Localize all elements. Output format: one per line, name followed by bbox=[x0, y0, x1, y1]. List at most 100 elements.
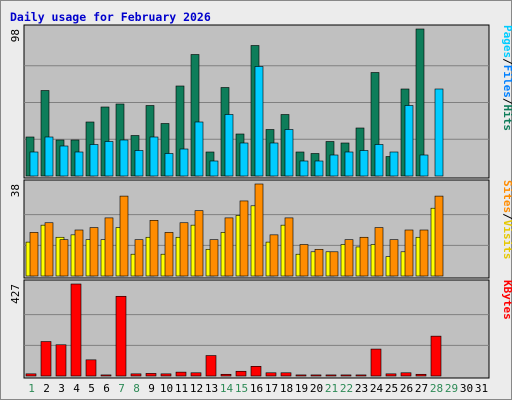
y-max-label: 98 bbox=[9, 29, 22, 42]
bar-files-day-27 bbox=[419, 154, 429, 177]
bar-sites-day-22 bbox=[344, 239, 354, 277]
bar-files-day-8 bbox=[134, 150, 144, 177]
bar-files-day-17 bbox=[269, 142, 279, 177]
bar-kbytes-day-8 bbox=[130, 373, 142, 377]
bar-kbytes-day-4 bbox=[70, 283, 82, 377]
bar-sites-day-2 bbox=[44, 222, 54, 277]
bar-kbytes-day-15 bbox=[235, 370, 247, 377]
right-series-label: Pages/Files/Hits bbox=[501, 25, 512, 131]
bar-kbytes-day-5 bbox=[85, 359, 97, 377]
bar-kbytes-day-7 bbox=[115, 295, 127, 377]
bar-files-day-23 bbox=[359, 150, 369, 177]
chart-title: Daily usage for February 2026 bbox=[10, 10, 211, 24]
bar-sites-day-21 bbox=[329, 251, 339, 277]
bar-files-day-13 bbox=[209, 160, 219, 177]
bar-sites-day-11 bbox=[179, 222, 189, 277]
x-day-label-26: 26 bbox=[400, 382, 413, 395]
bar-files-day-21 bbox=[329, 154, 339, 177]
bar-sites-day-26 bbox=[404, 229, 414, 277]
x-day-label-22: 22 bbox=[340, 382, 353, 395]
panel-kbytes: 427 KBytes bbox=[9, 279, 512, 379]
label-separator: / bbox=[501, 98, 512, 105]
bar-hits-day-27 bbox=[415, 28, 425, 177]
bar-sites-day-18 bbox=[284, 217, 294, 277]
x-day-label-18: 18 bbox=[280, 382, 293, 395]
panel-visits-sites: 38 Sites/Visits bbox=[9, 179, 512, 279]
bar-files-day-28 bbox=[434, 88, 444, 177]
bar-files-day-11 bbox=[179, 148, 189, 177]
x-day-label-31: 31 bbox=[475, 382, 488, 395]
bar-files-day-10 bbox=[164, 153, 174, 177]
bar-kbytes-day-16 bbox=[250, 366, 262, 377]
x-day-label-21: 21 bbox=[325, 382, 338, 395]
x-day-label-19: 19 bbox=[295, 382, 308, 395]
x-day-label-11: 11 bbox=[175, 382, 188, 395]
bar-files-day-3 bbox=[59, 145, 69, 177]
bar-kbytes-day-20 bbox=[310, 374, 322, 377]
bar-files-day-18 bbox=[284, 129, 294, 177]
bar-files-day-16 bbox=[254, 66, 264, 177]
bar-files-day-2 bbox=[44, 136, 54, 177]
bar-sites-day-27 bbox=[419, 229, 429, 277]
bar-files-day-7 bbox=[119, 139, 129, 177]
bar-sites-day-4 bbox=[74, 229, 84, 277]
bar-sites-day-9 bbox=[149, 220, 159, 277]
bar-sites-day-23 bbox=[359, 236, 369, 277]
x-day-label-3: 3 bbox=[58, 382, 65, 395]
x-day-label-17: 17 bbox=[265, 382, 278, 395]
bar-files-day-22 bbox=[344, 151, 354, 177]
bar-sites-day-6 bbox=[104, 217, 114, 277]
label-separator: / bbox=[501, 58, 512, 65]
x-day-label-5: 5 bbox=[88, 382, 95, 395]
y-max-label: 38 bbox=[9, 184, 22, 197]
bar-kbytes-day-2 bbox=[40, 341, 52, 377]
bar-kbytes-day-14 bbox=[220, 373, 232, 377]
bar-sites-day-28 bbox=[434, 195, 444, 277]
bar-sites-day-20 bbox=[314, 249, 324, 277]
bar-sites-day-3 bbox=[59, 239, 69, 277]
bar-kbytes-day-26 bbox=[400, 372, 412, 377]
x-day-label-4: 4 bbox=[73, 382, 80, 395]
bar-files-day-9 bbox=[149, 136, 159, 177]
x-day-label-20: 20 bbox=[310, 382, 323, 395]
bar-files-day-24 bbox=[374, 144, 384, 177]
bar-files-day-4 bbox=[74, 151, 84, 177]
bar-sites-day-16 bbox=[254, 183, 264, 277]
x-day-label-7: 7 bbox=[118, 382, 125, 395]
label-separator: / bbox=[501, 213, 512, 220]
label-kbytes: KBytes bbox=[501, 280, 512, 320]
x-day-label-6: 6 bbox=[103, 382, 110, 395]
x-day-label-23: 23 bbox=[355, 382, 368, 395]
panel-hits-files-pages: 98 Pages/Files/Hits bbox=[9, 24, 512, 179]
x-day-label-28: 28 bbox=[430, 382, 443, 395]
bar-files-day-19 bbox=[299, 160, 309, 177]
x-day-label-10: 10 bbox=[160, 382, 173, 395]
x-day-label-30: 30 bbox=[460, 382, 473, 395]
bar-files-day-20 bbox=[314, 160, 324, 177]
bar-sites-day-12 bbox=[194, 210, 204, 277]
label-pages: Pages bbox=[501, 25, 512, 58]
bar-kbytes-day-23 bbox=[355, 374, 367, 377]
bar-files-day-1 bbox=[29, 151, 39, 177]
x-day-label-12: 12 bbox=[190, 382, 203, 395]
bar-kbytes-day-10 bbox=[160, 373, 172, 377]
label-sites: Sites bbox=[501, 180, 512, 213]
bar-kbytes-day-18 bbox=[280, 372, 292, 377]
bar-kbytes-day-9 bbox=[145, 373, 157, 377]
bar-kbytes-day-19 bbox=[295, 374, 307, 377]
bar-kbytes-day-17 bbox=[265, 372, 277, 377]
x-day-label-15: 15 bbox=[235, 382, 248, 395]
bar-kbytes-day-21 bbox=[325, 374, 337, 377]
label-hits: Hits bbox=[501, 105, 512, 132]
bar-sites-day-24 bbox=[374, 227, 384, 277]
bar-sites-day-19 bbox=[299, 244, 309, 277]
x-day-label-8: 8 bbox=[133, 382, 140, 395]
bar-sites-day-25 bbox=[389, 239, 399, 277]
bar-kbytes-day-13 bbox=[205, 355, 217, 377]
bar-files-day-5 bbox=[89, 144, 99, 177]
bar-files-day-14 bbox=[224, 114, 234, 177]
bar-sites-day-8 bbox=[134, 239, 144, 277]
bar-sites-day-15 bbox=[239, 200, 249, 277]
bar-files-day-6 bbox=[104, 141, 114, 177]
